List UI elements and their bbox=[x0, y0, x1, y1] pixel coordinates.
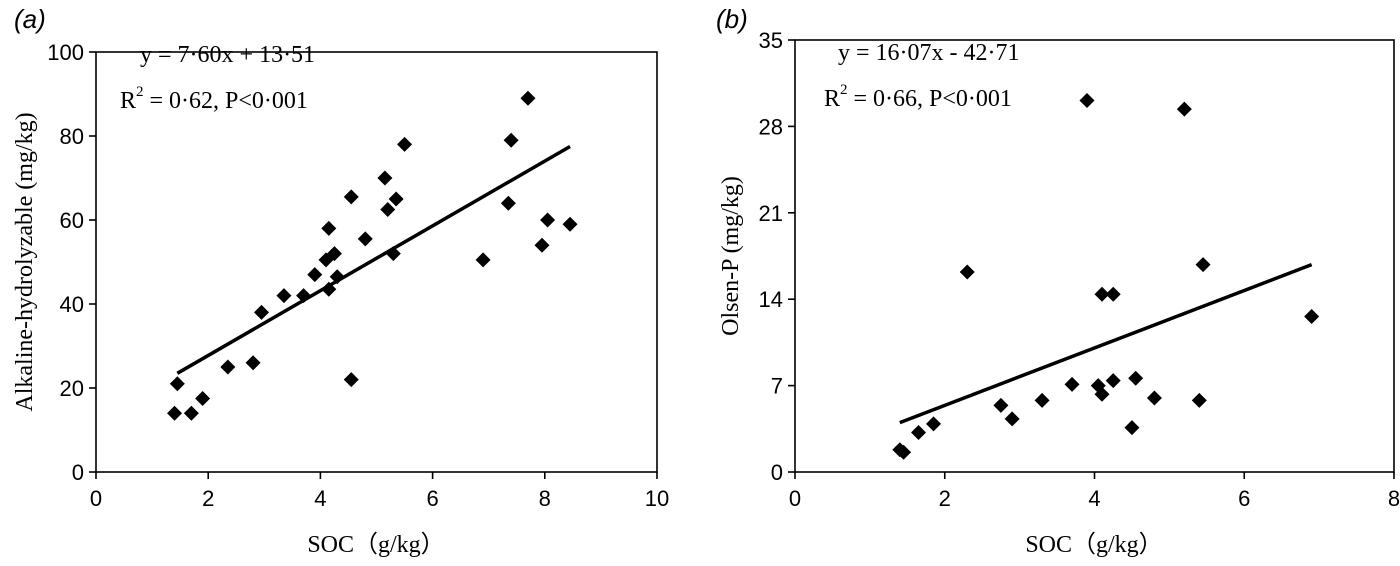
data-point bbox=[380, 202, 396, 217]
data-point bbox=[385, 246, 401, 262]
data-point bbox=[1034, 392, 1050, 408]
data-point bbox=[959, 264, 975, 280]
data-point bbox=[245, 355, 261, 371]
data-point bbox=[167, 405, 183, 421]
data-point bbox=[503, 132, 519, 148]
data-point bbox=[1105, 286, 1121, 302]
data-point bbox=[1064, 376, 1080, 392]
x-tick-label: 6 bbox=[1238, 486, 1250, 511]
y-tick-label: 0 bbox=[771, 460, 783, 485]
data-point bbox=[911, 425, 927, 441]
x-tick-label: 8 bbox=[539, 486, 551, 511]
trendline bbox=[176, 144, 571, 375]
y-tick-label: 0 bbox=[72, 460, 84, 485]
data-point bbox=[1176, 101, 1192, 117]
data-point bbox=[321, 220, 337, 236]
x-tick-label: 4 bbox=[1088, 486, 1100, 511]
panel-b-plot: 0 7 14 21 28 35 0 2 4 6 8 bbox=[759, 28, 1400, 511]
data-point bbox=[1094, 386, 1110, 402]
data-point bbox=[520, 90, 536, 106]
data-point bbox=[993, 397, 1009, 413]
data-point bbox=[1079, 92, 1095, 108]
x-tick-label: 0 bbox=[789, 486, 801, 511]
panel-b: (b) y = 16·07x - 42·71 R2 = 0·66, P<0·00… bbox=[716, 4, 1400, 558]
x-tick-label: 2 bbox=[202, 486, 214, 511]
data-point bbox=[1195, 257, 1211, 273]
data-point bbox=[296, 288, 312, 304]
y-tick-label: 80 bbox=[60, 124, 84, 149]
panel-b-ylabel: Olsen-P (mg/kg) bbox=[718, 176, 744, 336]
panel-a-label: (a) bbox=[14, 4, 46, 34]
x-tick-label: 8 bbox=[1388, 486, 1400, 511]
panel-b-xlabel: SOC（g/kg） bbox=[1025, 532, 1162, 558]
y-tick-label: 21 bbox=[759, 201, 783, 226]
y-tick-label: 60 bbox=[60, 208, 84, 233]
data-point bbox=[500, 195, 516, 211]
panel-b-r2-sup: 2 bbox=[840, 82, 848, 98]
data-point bbox=[1124, 420, 1140, 436]
panel-a-r2-sup: 2 bbox=[136, 84, 144, 100]
data-point bbox=[326, 246, 342, 262]
data-point bbox=[562, 216, 578, 232]
y-tick-label: 40 bbox=[60, 292, 84, 317]
y-tick-label: 100 bbox=[47, 40, 84, 65]
panel-b-equation: y = 16·07x - 42·71 bbox=[838, 40, 1020, 66]
data-point bbox=[183, 405, 199, 421]
y-tick-label: 28 bbox=[759, 114, 783, 139]
panel-a-xlabel: SOC（g/kg） bbox=[307, 532, 444, 558]
data-point bbox=[1304, 308, 1320, 324]
panel-a-ylabel: Alkaline-hydrolyzable (mg/kg) bbox=[12, 112, 38, 411]
trendline bbox=[899, 263, 1313, 425]
x-tick-label: 0 bbox=[90, 486, 102, 511]
data-point bbox=[307, 267, 323, 283]
data-point bbox=[321, 281, 337, 297]
x-tick-label: 6 bbox=[426, 486, 438, 511]
panel-b-r2-prefix: R bbox=[824, 86, 840, 112]
panel-a: (a) y = 7·60x + 13·51 R2 = 0·62, P<0·001… bbox=[12, 4, 669, 558]
data-point bbox=[195, 391, 211, 406]
data-point bbox=[388, 191, 404, 207]
panel-a-r2: R2 = 0·62, P<0·001 bbox=[120, 84, 308, 114]
data-point bbox=[1128, 370, 1144, 386]
data-point bbox=[1004, 411, 1020, 427]
x-tick-label: 10 bbox=[645, 486, 669, 511]
data-point bbox=[475, 252, 491, 268]
data-point bbox=[1105, 373, 1121, 389]
panel-a-r2-prefix: R bbox=[120, 88, 136, 114]
x-tick-label: 2 bbox=[939, 486, 951, 511]
y-tick-label: 14 bbox=[759, 287, 783, 312]
y-tick-label: 35 bbox=[759, 28, 783, 53]
data-point bbox=[220, 359, 236, 375]
panel-b-r2: R2 = 0·66, P<0·001 bbox=[824, 82, 1012, 112]
data-point bbox=[169, 376, 185, 392]
data-point bbox=[1094, 286, 1110, 302]
data-point bbox=[253, 304, 269, 320]
data-point bbox=[357, 231, 373, 247]
data-point bbox=[343, 372, 359, 388]
data-point bbox=[397, 136, 413, 152]
panel-a-plot: 0 20 40 60 80 100 0 2 4 6 8 10 bbox=[47, 40, 669, 511]
panel-b-label: (b) bbox=[716, 4, 748, 34]
data-point bbox=[926, 416, 942, 432]
y-tick-label: 20 bbox=[60, 376, 84, 401]
data-point bbox=[276, 288, 292, 304]
data-point bbox=[896, 444, 912, 460]
panel-a-equation: y = 7·60x + 13·51 bbox=[140, 42, 315, 68]
data-point bbox=[534, 237, 550, 253]
data-point bbox=[343, 189, 359, 205]
x-tick-label: 4 bbox=[314, 486, 326, 511]
data-point bbox=[1146, 390, 1162, 406]
data-point bbox=[329, 269, 345, 285]
y-tick-label: 7 bbox=[771, 374, 783, 399]
panel-b-r2-suffix: = 0·66, P<0·001 bbox=[848, 86, 1012, 112]
axis-frame bbox=[95, 51, 658, 473]
data-point bbox=[1191, 392, 1207, 408]
data-point bbox=[377, 170, 393, 186]
data-point bbox=[540, 212, 556, 228]
panel-a-r2-suffix: = 0·62, P<0·001 bbox=[144, 88, 308, 114]
